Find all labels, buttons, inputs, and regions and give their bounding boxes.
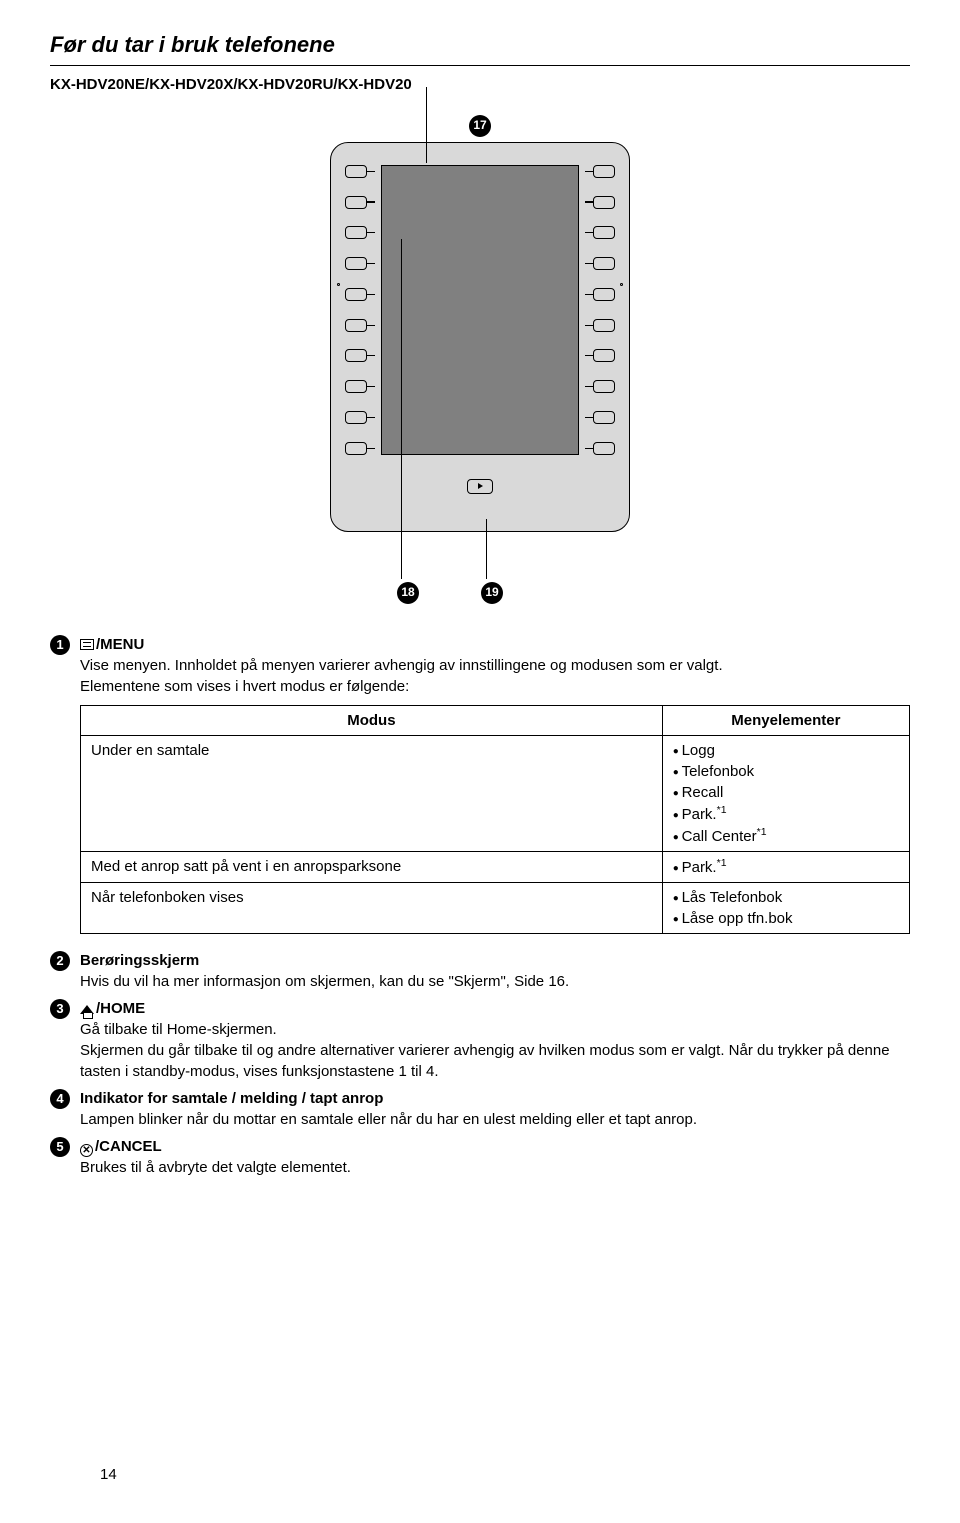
item-number: 1	[50, 635, 70, 655]
list-item: 4 Indikator for samtale / melding / tapt…	[50, 1088, 910, 1130]
item-desc: Skjermen du går tilbake til og andre alt…	[80, 1040, 910, 1082]
table-row: Under en samtaleLoggTelefonbokRecallPark…	[81, 735, 910, 851]
device-diagram: 17	[50, 115, 910, 604]
callout-17: 17	[469, 115, 491, 137]
home-icon	[80, 1005, 94, 1014]
item-title: Indikator for samtale / melding / tapt a…	[80, 1088, 910, 1109]
callout-19: 19	[481, 582, 503, 604]
item-desc: Gå tilbake til Home-skjermen.	[80, 1019, 910, 1040]
item-number: 5	[50, 1137, 70, 1157]
table-row: Når telefonboken visesLås TelefonbokLåse…	[81, 882, 910, 933]
page-title: Før du tar i bruk telefonene	[50, 30, 910, 61]
list-item: 5 ✕/CANCEL Brukes til å avbryte det valg…	[50, 1136, 910, 1179]
item-desc: Brukes til å avbryte det valgte elemente…	[80, 1157, 910, 1178]
table-header: Menyelementer	[662, 705, 909, 735]
table-row: Med et anrop satt på vent i en anropspar…	[81, 851, 910, 882]
page-number: 14	[100, 1464, 117, 1485]
item-desc: Elementene som vises i hvert modus er fø…	[80, 676, 910, 697]
numbered-item-list: 1 /MENU Vise menyen. Innholdet på menyen…	[50, 634, 910, 1179]
item-title: /MENU	[96, 636, 144, 653]
menu-element-item: Call Center*1	[673, 825, 899, 847]
cancel-icon: ✕	[80, 1144, 93, 1157]
table-cell-elements: LoggTelefonbokRecallPark.*1Call Center*1	[662, 735, 909, 851]
item-number: 3	[50, 999, 70, 1019]
item-number: 2	[50, 951, 70, 971]
item-desc: Hvis du vil ha mer informasjon om skjerm…	[80, 971, 910, 992]
menu-icon	[80, 639, 94, 650]
list-item: 1 /MENU Vise menyen. Innholdet på menyen…	[50, 634, 910, 944]
model-subtitle: KX-HDV20NE/KX-HDV20X/KX-HDV20RU/KX-HDV20	[50, 74, 910, 95]
item-title: Berøringsskjerm	[80, 950, 910, 971]
table-cell-elements: Park.*1	[662, 851, 909, 882]
header-divider	[50, 65, 910, 66]
page-button-icon	[467, 479, 493, 494]
table-header: Modus	[81, 705, 663, 735]
menu-element-item: Logg	[673, 740, 899, 761]
menu-element-item: Recall	[673, 782, 899, 803]
modus-table: Modus Menyelementer Under en samtaleLogg…	[80, 705, 910, 934]
list-item: 2 Berøringsskjerm Hvis du vil ha mer inf…	[50, 950, 910, 992]
item-desc: Lampen blinker når du mottar en samtale …	[80, 1109, 910, 1130]
menu-element-item: Telefonbok	[673, 761, 899, 782]
right-key-column	[581, 165, 615, 455]
device-screen	[381, 165, 579, 455]
table-cell-modus: Med et anrop satt på vent i en anropspar…	[81, 851, 663, 882]
item-desc: Vise menyen. Innholdet på menyen variere…	[80, 655, 910, 676]
menu-element-item: Park.*1	[673, 803, 899, 825]
left-key-column	[345, 165, 379, 455]
device-outline	[330, 142, 630, 532]
item-title: /CANCEL	[95, 1138, 162, 1155]
item-title: /HOME	[96, 1000, 145, 1017]
menu-element-item: Lås Telefonbok	[673, 887, 899, 908]
menu-element-item: Park.*1	[673, 856, 899, 878]
table-cell-elements: Lås TelefonbokLåse opp tfn.bok	[662, 882, 909, 933]
item-number: 4	[50, 1089, 70, 1109]
table-cell-modus: Under en samtale	[81, 735, 663, 851]
callout-18: 18	[397, 582, 419, 604]
menu-element-item: Låse opp tfn.bok	[673, 908, 899, 929]
table-cell-modus: Når telefonboken vises	[81, 882, 663, 933]
list-item: 3 /HOME Gå tilbake til Home-skjermen. Sk…	[50, 998, 910, 1082]
